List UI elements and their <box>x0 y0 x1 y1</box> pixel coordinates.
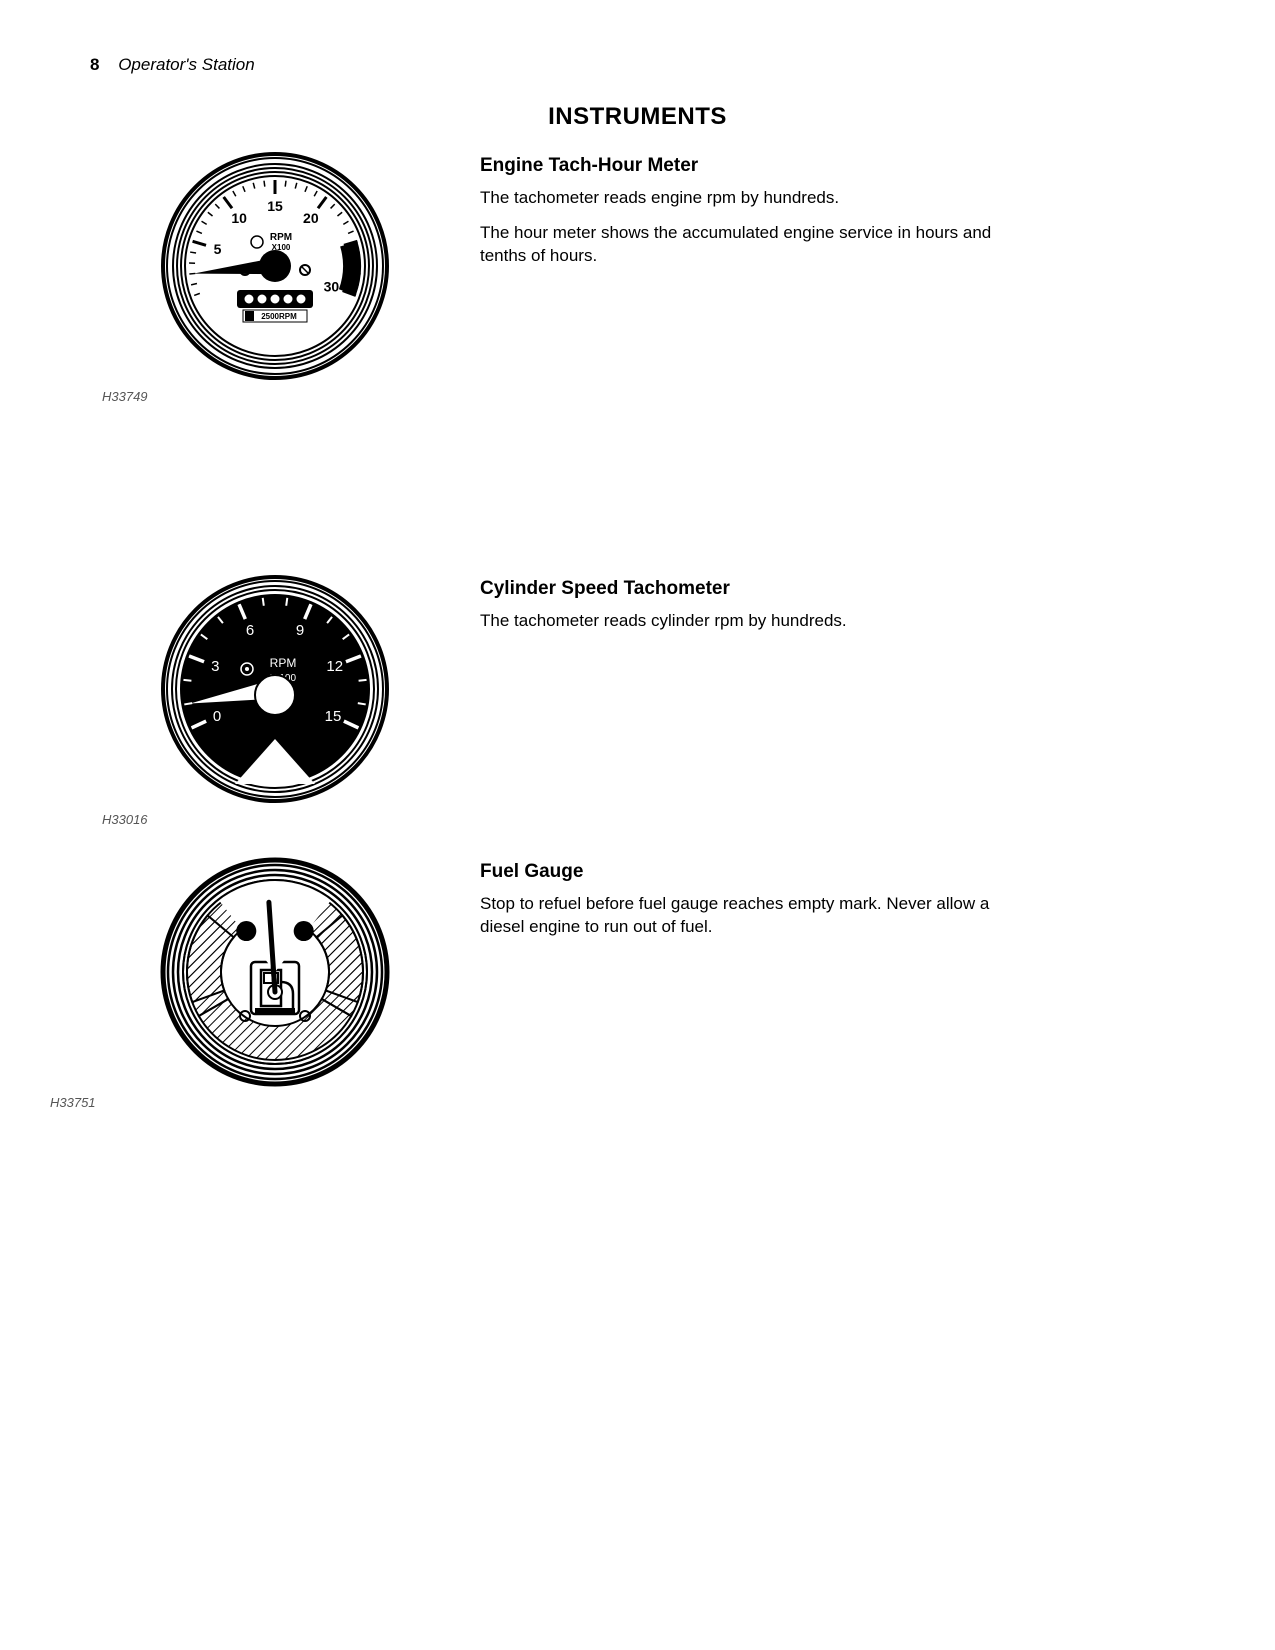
page: 8 Operator's Station INSTRUMENTS 5 10 15 20… <box>0 0 1275 1650</box>
figure-id: H33751 <box>50 1095 96 1110</box>
figure-cylinder-tach: 03691215RPMX 100 H33016 <box>90 574 460 827</box>
svg-text:9: 9 <box>296 622 304 639</box>
cylinder-tach-gauge-diagram: 03691215RPMX 100 <box>160 574 390 804</box>
instrument-row-tach-hour: 510152030RPMX1002500RPM H33749 Engine Ta… <box>90 151 1185 404</box>
svg-text:20: 20 <box>303 210 319 226</box>
text-cylinder-tach: Cylinder Speed Tachometer The tachometer… <box>460 574 1185 645</box>
page-number: 8 <box>90 55 99 74</box>
tach-hour-gauge-diagram: 510152030RPMX1002500RPM <box>160 151 390 381</box>
svg-text:15: 15 <box>325 708 342 725</box>
svg-text:6: 6 <box>246 622 254 639</box>
text-fuel: Fuel Gauge Stop to refuel before fuel ga… <box>460 857 1185 951</box>
instrument-heading: Engine Tach-Hour Meter <box>480 155 1185 177</box>
fuel-gauge-diagram <box>160 857 390 1087</box>
instrument-row-cylinder-tach: 03691215RPMX 100 H33016 Cylinder Speed T… <box>90 574 1185 827</box>
instrument-row-fuel: H33751 Fuel Gauge Stop to refuel before … <box>90 857 1185 1110</box>
text-tach-hour: Engine Tach-Hour Meter The tachometer re… <box>460 151 1185 280</box>
instrument-heading: Fuel Gauge <box>480 861 1185 883</box>
svg-text:15: 15 <box>267 198 283 214</box>
section-title: Operator's Station <box>118 55 254 74</box>
figure-id: H33749 <box>102 389 148 404</box>
instrument-heading: Cylinder Speed Tachometer <box>480 578 1185 600</box>
svg-text:10: 10 <box>231 210 247 226</box>
svg-text:12: 12 <box>326 658 343 675</box>
page-header: 8 Operator's Station <box>90 55 1185 75</box>
svg-text:3: 3 <box>211 658 219 675</box>
figure-fuel: H33751 <box>90 857 460 1110</box>
svg-text:5: 5 <box>214 241 222 257</box>
instrument-paragraph: The tachometer reads cylinder rpm by hun… <box>480 610 1000 633</box>
svg-text:RPM: RPM <box>270 232 292 243</box>
figure-id: H33016 <box>102 812 148 827</box>
svg-text:30: 30 <box>324 279 340 295</box>
svg-text:RPM: RPM <box>270 656 297 670</box>
svg-text:0: 0 <box>213 708 221 725</box>
figure-tach-hour: 510152030RPMX1002500RPM H33749 <box>90 151 460 404</box>
instrument-paragraph: Stop to refuel before fuel gauge reaches… <box>480 893 1000 939</box>
instrument-paragraph: The tachometer reads engine rpm by hundr… <box>480 187 1000 210</box>
svg-text:2500RPM: 2500RPM <box>261 312 297 321</box>
instrument-paragraph: The hour meter shows the accumulated eng… <box>480 222 1000 268</box>
page-title: INSTRUMENTS <box>90 103 1185 131</box>
